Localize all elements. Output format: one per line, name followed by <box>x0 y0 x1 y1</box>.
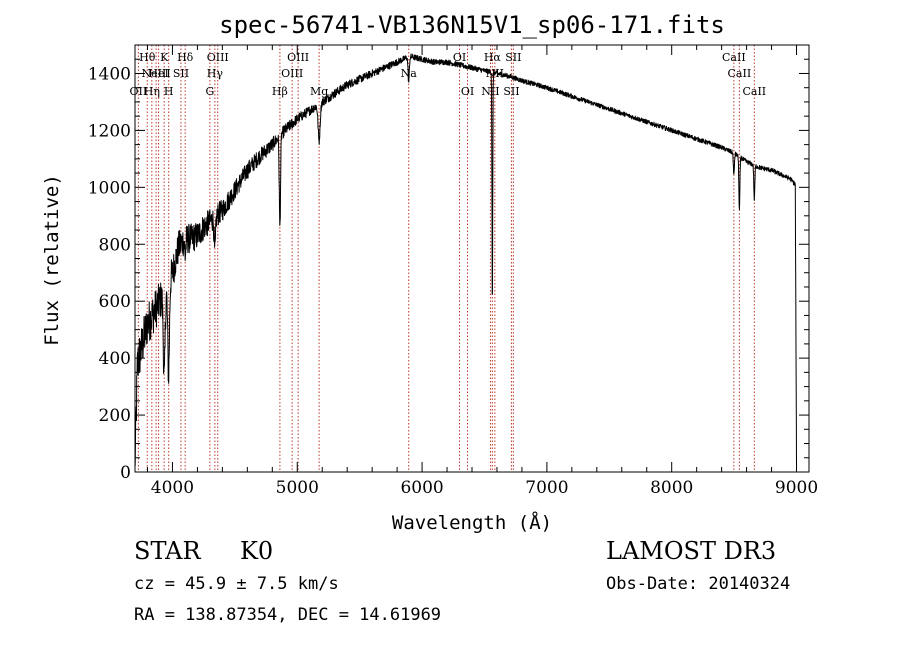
y-tick-label: 1200 <box>88 121 131 141</box>
reference-line-label: Hβ <box>272 85 288 98</box>
reference-line-label: G <box>205 85 214 98</box>
reference-lines <box>137 45 755 472</box>
reference-line-label: Hα <box>484 51 502 64</box>
reference-line-label: NeIII <box>142 67 171 80</box>
reference-line-label: OII <box>130 85 148 98</box>
y-tick-label: 1400 <box>88 64 131 84</box>
reference-line-label: H <box>164 85 174 98</box>
y-tick-label: 0 <box>120 463 131 483</box>
reference-line-label: Hδ <box>177 51 194 64</box>
reference-line-label: NII <box>481 85 499 98</box>
y-tick-label: 1000 <box>88 178 131 198</box>
reference-line-label: CaII <box>722 51 746 64</box>
reference-line-label: SII <box>505 51 521 64</box>
obs-date-text: Obs-Date: 20140324 <box>606 574 790 594</box>
reference-line-label: Hη <box>144 85 160 98</box>
reference-line-label: Hγ <box>207 67 224 80</box>
x-axis-label: Wavelength (Å) <box>392 511 552 534</box>
reference-line-label: OI <box>453 51 466 64</box>
x-tick-label: 4000 <box>151 478 194 498</box>
reference-line-label: HeI <box>148 67 168 80</box>
coordinates-text: RA = 138.87354, DEC = 14.61969 <box>134 605 441 625</box>
object-subclass: K0 <box>240 537 273 565</box>
spectrum-line <box>134 53 797 466</box>
y-tick-label: 400 <box>99 349 131 369</box>
reference-line-label: Mg <box>310 85 328 98</box>
reference-line-label: SII <box>503 85 519 98</box>
object-class: STAR <box>134 537 201 565</box>
x-tick-label: 7000 <box>525 478 568 498</box>
y-tick-label: 600 <box>99 292 131 312</box>
x-tick-label: 9000 <box>775 478 818 498</box>
y-axis: 0 200 400 600 800 1000 1200 1400 <box>88 44 809 483</box>
reference-line-label: OIII <box>207 51 229 64</box>
reference-line-label: CaII <box>742 85 766 98</box>
chart-title: spec-56741-VB136N15V1_sp06-171.fits <box>219 11 725 39</box>
x-tick-label: 6000 <box>400 478 443 498</box>
reference-line-label: K <box>160 51 169 64</box>
x-tick-label: 8000 <box>650 478 693 498</box>
y-axis-label: Flux (relative) <box>41 174 63 346</box>
reference-line-label: CaII <box>728 67 752 80</box>
reference-line-label: SII <box>173 67 189 80</box>
x-axis: 4000 5000 6000 7000 8000 9000 <box>146 45 818 498</box>
reference-line-label: Hθ <box>139 51 156 64</box>
survey-name: LAMOST DR3 <box>606 537 776 565</box>
reference-line-label: OIII <box>287 51 309 64</box>
plot-frame <box>134 44 810 473</box>
y-tick-label: 200 <box>99 406 131 426</box>
y-tick-label: 800 <box>99 235 131 255</box>
x-tick-label: 5000 <box>276 478 319 498</box>
reference-line-label: OI <box>461 85 474 98</box>
reference-line-label: OIII <box>281 67 303 80</box>
redshift-text: cz = 45.9 ± 7.5 km/s <box>134 574 339 594</box>
